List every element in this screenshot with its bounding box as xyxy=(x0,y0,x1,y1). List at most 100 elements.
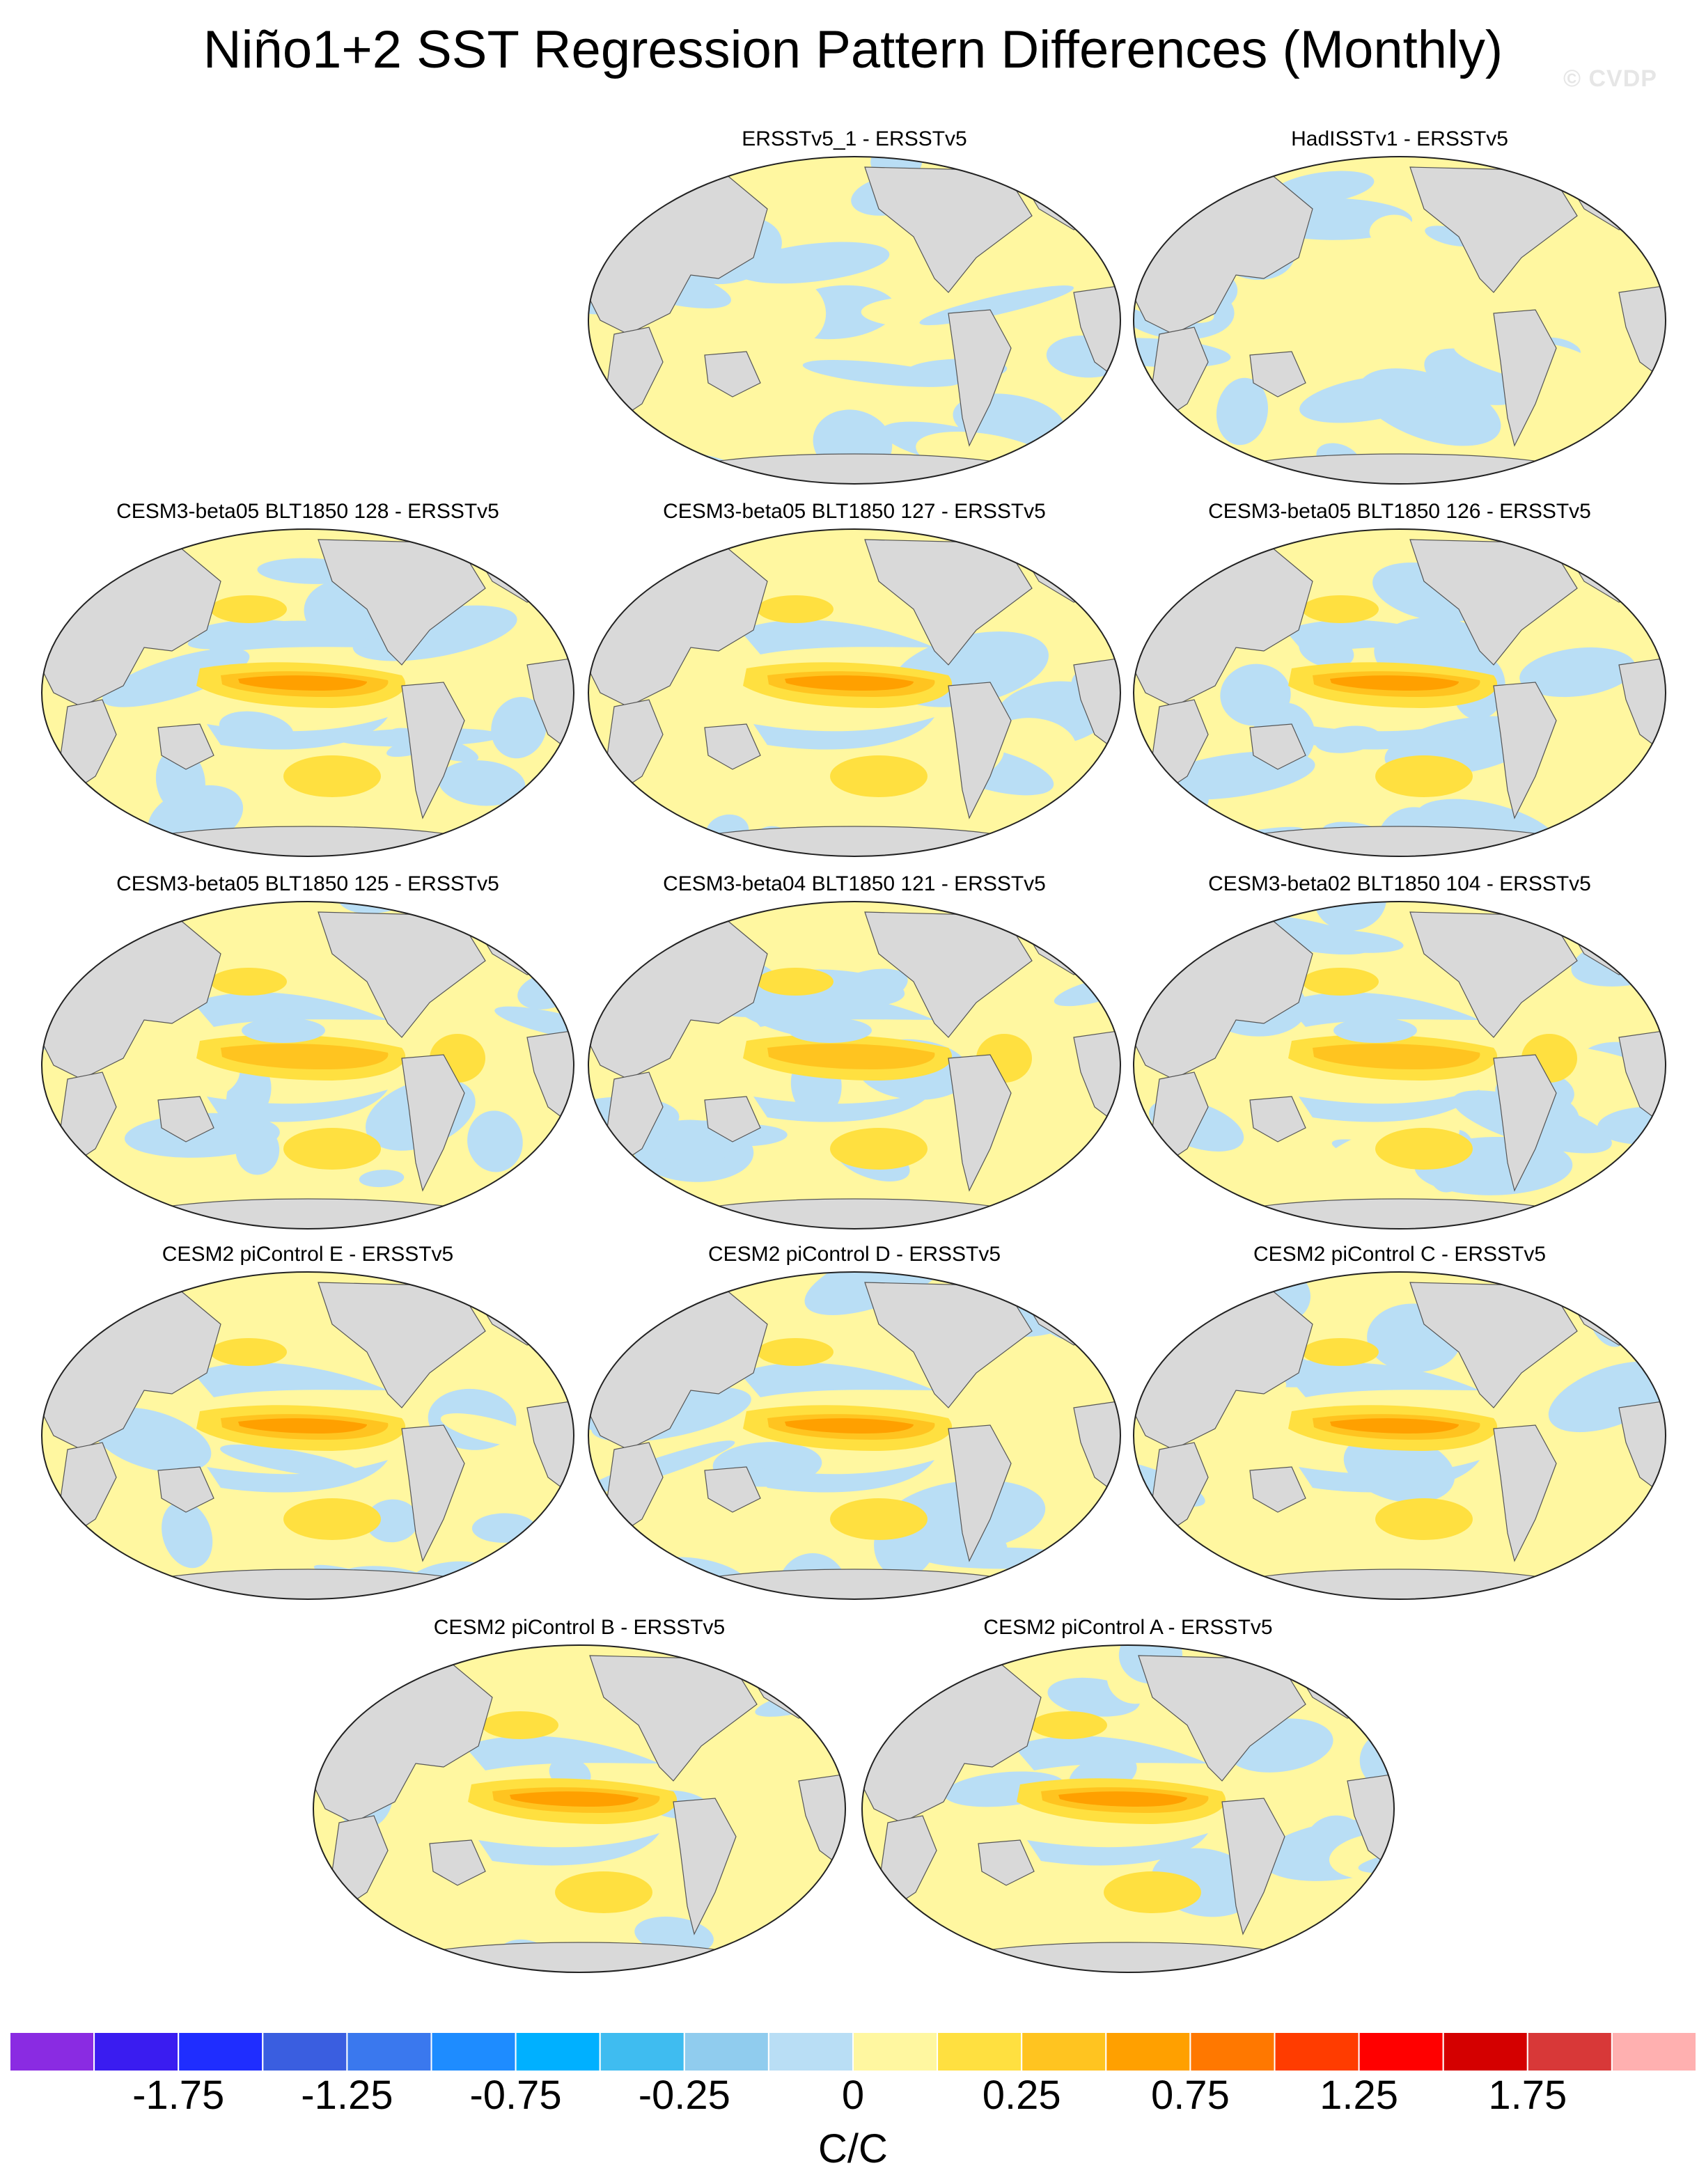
map-panel: CESM3-beta05 BLT1850 126 - ERSSTv5 xyxy=(1132,498,1668,874)
panel-title: CESM3-beta05 BLT1850 128 - ERSSTv5 xyxy=(116,500,499,523)
panel-title: CESM3-beta05 BLT1850 125 - ERSSTv5 xyxy=(116,872,499,895)
anomaly-patch xyxy=(960,1218,1017,1229)
colorbar-swatch xyxy=(852,2032,939,2072)
panel-title: ERSSTv5_1 - ERSSTv5 xyxy=(742,127,967,150)
sst-map xyxy=(1133,901,1666,1230)
colorbar-swatch xyxy=(937,2032,1023,2072)
colorbar-swatch xyxy=(1274,2032,1360,2072)
map-boundary xyxy=(1133,901,1666,1230)
colorbar-swatch xyxy=(1358,2032,1444,2072)
anomaly-patch xyxy=(235,1126,280,1175)
north-cool-lobe xyxy=(739,1362,934,1397)
south-cool-lobe xyxy=(1299,717,1480,750)
anomaly-patch xyxy=(185,1268,265,1276)
anomaly-patch xyxy=(608,902,659,927)
equatorial-warm-peak xyxy=(238,675,367,691)
sst-map xyxy=(588,901,1121,1230)
colorbar-tick-label: -1.25 xyxy=(301,2073,393,2118)
anomaly-patch xyxy=(1515,857,1594,860)
map-panel: CESM3-beta02 BLT1850 104 - ERSSTv5 xyxy=(1132,870,1668,1246)
anomaly-patch xyxy=(588,1486,591,1557)
anomaly-patch xyxy=(1597,1106,1666,1145)
map-boundary xyxy=(588,901,1121,1230)
cool-patch xyxy=(788,1018,872,1043)
land-mass xyxy=(1249,1466,1306,1513)
colorbar xyxy=(10,2032,1696,2072)
colorbar-tick-label: 0 xyxy=(841,2073,865,2118)
land-mass xyxy=(1249,723,1306,770)
south-pacific-warm-patch xyxy=(1375,755,1473,797)
north-cool-lobe xyxy=(1285,1362,1480,1397)
anomaly-patch xyxy=(102,648,250,707)
anomaly-patch xyxy=(790,1919,841,1958)
land-mass xyxy=(948,309,1012,447)
anomaly-patch xyxy=(746,276,827,348)
watermark: © CVDP xyxy=(1563,65,1657,92)
south-pacific-warm-patch xyxy=(830,1128,928,1170)
colorbar-tick-label: -1.75 xyxy=(132,2073,225,2118)
land-mass xyxy=(673,1798,737,1935)
colorbar-swatch xyxy=(515,2032,601,2072)
map-boundary xyxy=(588,1271,1121,1600)
anomaly-patch xyxy=(773,916,843,981)
south-pacific-warm-patch xyxy=(283,755,381,797)
colorbar-swatch xyxy=(1105,2032,1191,2072)
page-title: Niño1+2 SST Regression Pattern Differenc… xyxy=(203,20,1503,79)
north-cool-lobe xyxy=(1285,992,1480,1027)
north-cool-lobe xyxy=(193,1362,388,1397)
anomaly-patch xyxy=(1220,663,1291,726)
colorbar-swatch xyxy=(178,2032,264,2072)
anomaly-patch xyxy=(440,1413,536,1447)
anomaly-patch xyxy=(588,817,628,856)
panel-title: CESM2 piControl A - ERSSTv5 xyxy=(983,1616,1273,1639)
anomaly-patch xyxy=(42,1272,164,1289)
anomaly-patch xyxy=(1510,244,1666,301)
equatorial-warm-peak xyxy=(510,1791,639,1807)
anomaly-patch xyxy=(547,902,574,940)
land-mass xyxy=(704,1466,761,1513)
anomaly-patch xyxy=(1258,847,1304,856)
colorbar-swatch xyxy=(430,2032,517,2072)
sst-map xyxy=(588,156,1121,485)
land-mass xyxy=(157,723,214,770)
anomaly-patch xyxy=(438,760,526,806)
south-cool-lobe xyxy=(207,717,388,750)
colorbar-swatch xyxy=(346,2032,432,2072)
north-pacific-warm-patch xyxy=(757,595,834,623)
south-cool-lobe xyxy=(1299,1090,1480,1122)
map-boundary xyxy=(588,528,1121,857)
land-mass xyxy=(704,723,761,770)
north-cool-lobe xyxy=(193,992,388,1027)
map-boundary xyxy=(41,528,574,857)
anomaly-patch xyxy=(716,1722,776,1752)
anomaly-patch xyxy=(1605,904,1660,971)
anomaly-patch xyxy=(491,697,547,759)
north-cool-lobe xyxy=(1013,1736,1208,1770)
equatorial-warm-core xyxy=(1313,1044,1480,1069)
equatorial-warm-core xyxy=(221,1044,389,1069)
sst-map xyxy=(1133,1271,1666,1600)
land-mass xyxy=(157,1466,214,1513)
sst-map xyxy=(1133,156,1666,485)
map-boundary xyxy=(313,1644,846,1973)
land-mass xyxy=(948,1054,1012,1192)
colorbar-units: C/C xyxy=(818,2126,888,2171)
north-pacific-warm-patch xyxy=(1302,595,1379,623)
colorbar-swatch xyxy=(1442,2032,1528,2072)
land-mass xyxy=(948,682,1012,819)
land-mass xyxy=(429,1839,486,1886)
map-boundary xyxy=(588,156,1121,485)
anomaly-patch xyxy=(630,1558,678,1580)
colorbar-swatch xyxy=(93,2032,180,2072)
map-panel: CESM2 piControl B - ERSSTv5 xyxy=(311,1614,847,1990)
anomaly-patch xyxy=(1519,647,1636,698)
anomaly-patch xyxy=(588,1151,625,1209)
land-mass xyxy=(1493,309,1557,447)
equatorial-warm-peak xyxy=(1330,675,1459,691)
sst-map xyxy=(588,1271,1121,1603)
map-panel: CESM2 piControl C - ERSSTv5 xyxy=(1132,1241,1668,1617)
land-mass xyxy=(1249,1096,1306,1142)
anomaly-patch xyxy=(820,1600,870,1603)
north-cool-lobe xyxy=(739,620,934,654)
land-mass xyxy=(401,682,465,819)
